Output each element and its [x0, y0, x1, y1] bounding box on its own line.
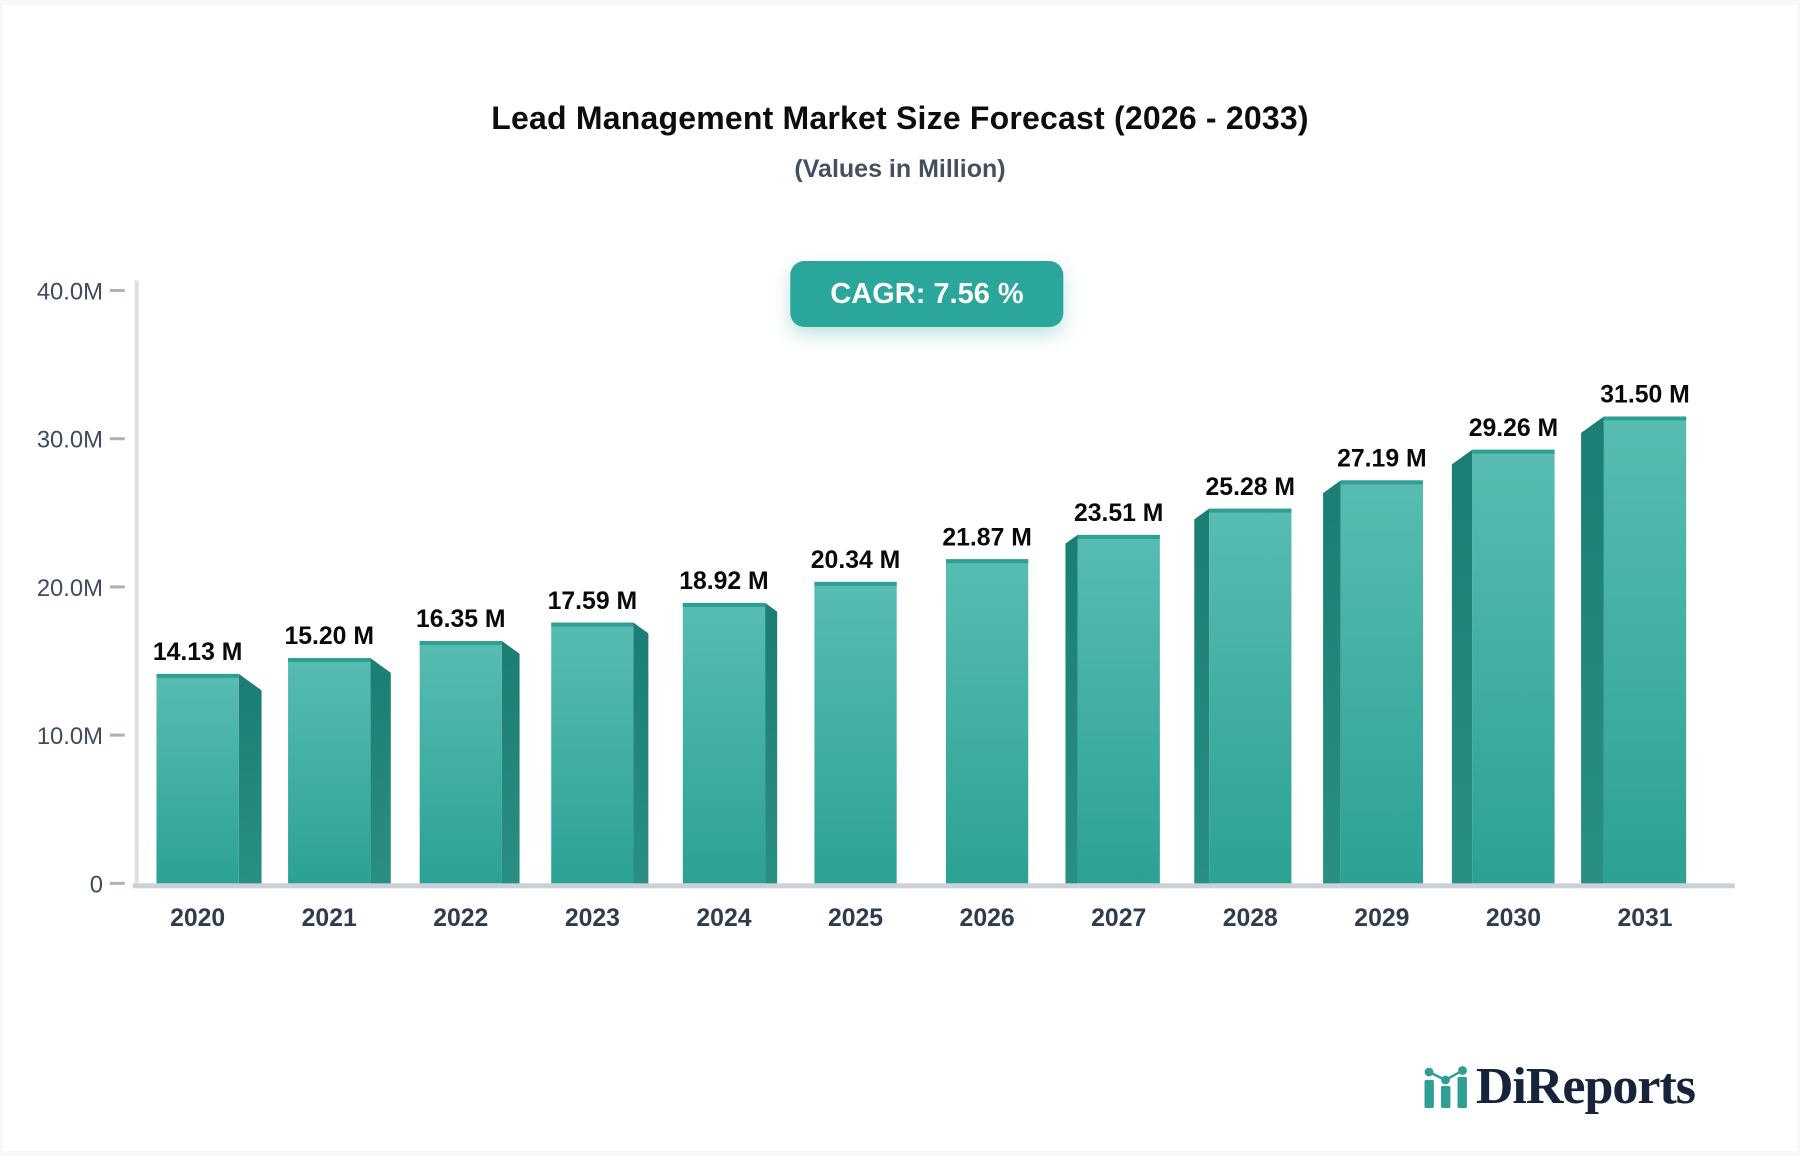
y-tick-label: 20.0M	[37, 575, 103, 602]
bar-group-2030: 29.26 M 2030	[1451, 415, 1559, 932]
bar-side-face	[370, 658, 391, 884]
bar-value-label: 25.28 M	[1206, 474, 1296, 501]
bar-value-label: 21.87 M	[942, 524, 1031, 551]
x-axis-year-label: 2021	[302, 905, 357, 932]
axis-layer: 0 10.0M 20.0M 30.0M 40.0M	[37, 278, 1735, 898]
bar-group-2022: 16.35 M 2022	[416, 606, 520, 932]
bar-group-2021: 15.20 M 2021	[284, 623, 391, 932]
bar-side-face	[1581, 416, 1604, 884]
bar-group-2031: 31.50 M 2031	[1581, 382, 1690, 932]
x-axis-year-label: 2028	[1223, 905, 1278, 932]
bar-value-label: 16.35 M	[416, 606, 506, 633]
x-axis-year-label: 2031	[1617, 905, 1672, 932]
x-axis-year-label: 2026	[960, 905, 1015, 932]
bar-front-face	[1603, 416, 1687, 884]
bar-side-face	[1451, 449, 1473, 884]
y-tick-mark	[109, 733, 125, 737]
bar-side-face	[1194, 508, 1210, 884]
bar-side-face	[765, 602, 778, 884]
bar-value-label: 18.92 M	[679, 568, 769, 595]
x-axis-year-label: 2027	[1091, 905, 1146, 932]
bar-top-cap	[288, 658, 371, 663]
brand-logo-text: DiReports	[1475, 1058, 1696, 1115]
bar-value-label: 27.19 M	[1337, 445, 1427, 472]
x-axis-year-label: 2030	[1486, 905, 1541, 932]
bar-value-label: 20.34 M	[811, 547, 901, 574]
x-axis-year-label: 2024	[696, 905, 751, 932]
bar-side-face	[633, 622, 649, 884]
y-tick-mark	[109, 881, 125, 885]
y-tick-label: 40.0M	[37, 278, 103, 305]
y-tick-mark	[109, 585, 125, 589]
bar-front-face	[945, 559, 1029, 884]
y-axis-line	[134, 280, 139, 887]
bar-top-cap	[419, 641, 502, 645]
bar-side-face	[1065, 534, 1078, 884]
y-tick-mark	[109, 289, 125, 292]
bar-front-face	[1472, 449, 1555, 884]
chart-canvas: 0 10.0M 20.0M 30.0M 40.0M 14.13 M 2020 15.20 M…	[37, 278, 1735, 932]
bar-group-2027: 23.51 M 2027	[1065, 500, 1163, 932]
chart-card: Lead Management Market Size Forecast (20…	[3, 5, 1797, 1151]
cagr-badge: CAGR: 7.56 %	[790, 261, 1064, 327]
bar-side-face	[238, 673, 262, 884]
bar-top-cap	[1472, 449, 1555, 454]
bar-side-face	[1323, 480, 1341, 884]
brand-logo: DiReports	[1424, 1058, 1696, 1115]
bar-side-face	[501, 641, 520, 884]
bar-front-face	[1209, 508, 1292, 884]
bar-front-face	[551, 622, 634, 884]
bars-layer: 14.13 M 2020 15.20 M 2021 16.35 M 2022 17.59 M…	[153, 382, 1690, 932]
x-axis-year-label: 2029	[1354, 905, 1409, 932]
bar-value-label: 31.50 M	[1600, 382, 1690, 409]
bar-value-label: 15.20 M	[284, 623, 374, 650]
bar-top-cap	[156, 673, 239, 678]
y-tick-label: 30.0M	[37, 427, 103, 454]
bar-group-2020: 14.13 M 2020	[153, 639, 262, 932]
bar-chart-dots-icon	[1424, 1066, 1467, 1108]
x-axis-baseline	[132, 883, 1735, 889]
bar-front-face	[1340, 480, 1424, 884]
bar-front-face	[1077, 534, 1160, 884]
bar-top-cap	[1603, 416, 1687, 421]
chart-subtitle: (Values in Million)	[794, 155, 1006, 183]
bar-top-cap	[1077, 534, 1160, 539]
bar-group-2028: 25.28 M 2028	[1194, 474, 1295, 932]
y-tick-label: 10.0M	[37, 723, 103, 750]
bar-top-cap	[1209, 508, 1292, 513]
bar-front-face	[288, 658, 371, 884]
bar-front-face	[419, 641, 502, 884]
bar-top-cap	[682, 602, 766, 607]
bar-value-label: 29.26 M	[1469, 415, 1559, 442]
bar-group-2029: 27.19 M 2029	[1323, 445, 1427, 932]
bar-group-2025: 20.34 M 2025	[811, 547, 901, 932]
x-axis-year-label: 2025	[828, 905, 883, 932]
bar-front-face	[156, 673, 239, 884]
bar-front-face	[814, 581, 897, 884]
bar-front-face	[682, 602, 766, 884]
bar-top-cap	[814, 581, 897, 586]
y-tick-label: 0	[90, 871, 103, 898]
bar-group-2024: 18.92 M 2024	[679, 568, 778, 932]
bar-value-label: 14.13 M	[153, 639, 243, 666]
x-axis-year-label: 2022	[433, 905, 488, 932]
y-tick-mark	[109, 437, 125, 441]
bar-value-label: 23.51 M	[1074, 500, 1164, 527]
x-axis-year-label: 2023	[565, 905, 620, 932]
chart-title: Lead Management Market Size Forecast (20…	[491, 100, 1309, 136]
bar-top-cap	[551, 622, 634, 627]
bar-group-2026: 21.87 M 2026	[942, 524, 1031, 932]
bar-group-2023: 17.59 M 2023	[548, 588, 649, 932]
bar-value-label: 17.59 M	[548, 588, 638, 615]
bar-top-cap	[1340, 480, 1424, 485]
bar-top-cap	[945, 559, 1029, 564]
x-axis-year-label: 2020	[170, 905, 225, 932]
